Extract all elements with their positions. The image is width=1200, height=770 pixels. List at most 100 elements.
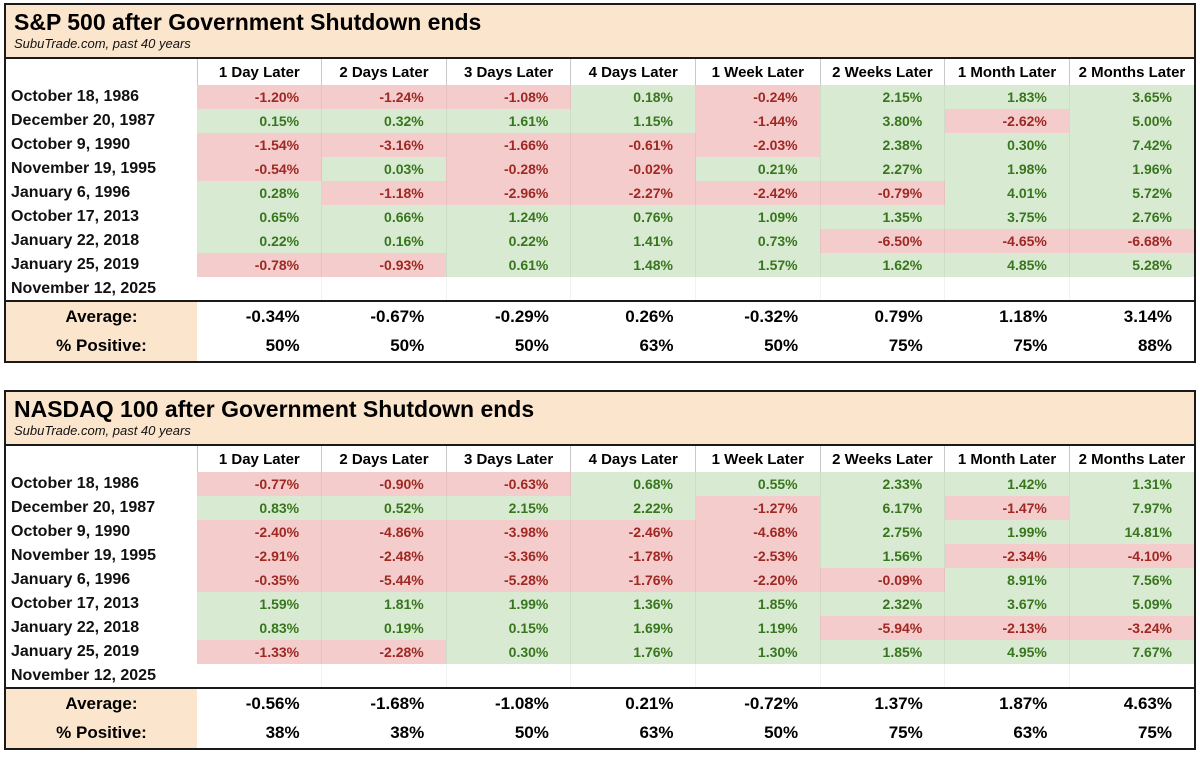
percent-positive-value: 75% xyxy=(820,331,945,361)
return-cell xyxy=(197,277,323,301)
average-value: 1.18% xyxy=(944,300,1070,331)
row-label-header xyxy=(6,446,198,472)
return-cell: -4.10% xyxy=(1069,544,1194,568)
data-row: October 9, 1990 -1.54% -3.16% -1.66% -0.61% -… xyxy=(6,133,1194,157)
return-cell: 1.09% xyxy=(695,205,821,229)
average-value: -0.32% xyxy=(695,300,821,331)
return-cell: 0.68% xyxy=(570,472,696,496)
return-cell: -0.61% xyxy=(570,133,696,157)
return-cell xyxy=(446,664,572,688)
column-header: 1 Week Later xyxy=(695,446,821,472)
return-cell: -0.77% xyxy=(197,472,323,496)
table-title: NASDAQ 100 after Government Shutdown end… xyxy=(14,396,535,422)
column-header: 1 Month Later xyxy=(944,59,1070,85)
return-cell: 1.61% xyxy=(446,109,572,133)
percent-positive-row: % Positive: 50% 50% 50% 63% 50% 75% 75% 88% xyxy=(6,331,1194,361)
column-header: 1 Day Later xyxy=(197,59,323,85)
return-cell xyxy=(944,277,1070,301)
return-cell: 0.65% xyxy=(197,205,323,229)
return-cell: -2.62% xyxy=(944,109,1070,133)
return-cell: 1.30% xyxy=(695,640,821,664)
row-date: October 18, 1986 xyxy=(6,85,197,109)
row-date: October 17, 2013 xyxy=(6,205,197,229)
return-cell: 7.97% xyxy=(1069,496,1194,520)
percent-positive-value: 63% xyxy=(570,718,696,748)
return-cell: -1.44% xyxy=(695,109,821,133)
return-cell: -1.66% xyxy=(446,133,572,157)
data-row: October 18, 1986 -1.20% -1.24% -1.08% 0.18% -… xyxy=(6,85,1194,109)
return-cell: -2.40% xyxy=(197,520,323,544)
data-row: January 25, 2019 -0.78% -0.93% 0.61% 1.48% 1.… xyxy=(6,253,1194,277)
return-cell: -2.28% xyxy=(321,640,447,664)
data-row: January 22, 2018 0.22% 0.16% 0.22% 1.41% 0.73… xyxy=(6,229,1194,253)
data-row: November 12, 2025 xyxy=(6,664,1194,688)
data-row: December 20, 1987 0.83% 0.52% 2.15% 2.22% -1.… xyxy=(6,496,1194,520)
column-header: 2 Days Later xyxy=(321,59,447,85)
return-cell: 3.80% xyxy=(820,109,946,133)
return-cell: -3.24% xyxy=(1069,616,1194,640)
return-cell: 0.19% xyxy=(321,616,447,640)
column-header: 3 Days Later xyxy=(446,446,572,472)
return-cell: 2.38% xyxy=(820,133,946,157)
return-cell: -1.18% xyxy=(321,181,447,205)
return-cell: -0.63% xyxy=(446,472,572,496)
return-cell: 4.01% xyxy=(944,181,1070,205)
return-cell: 0.21% xyxy=(695,157,821,181)
return-cell: 0.83% xyxy=(197,616,323,640)
percent-positive-row: % Positive: 38% 38% 50% 63% 50% 75% 63% 75% xyxy=(6,718,1194,748)
return-cell: 0.61% xyxy=(446,253,572,277)
return-cell: 2.76% xyxy=(1069,205,1194,229)
percent-positive-value: 50% xyxy=(695,331,821,361)
percent-positive-value: 50% xyxy=(446,718,571,748)
average-value: 0.21% xyxy=(570,687,696,718)
return-cell: 1.99% xyxy=(446,592,572,616)
return-cell: -0.09% xyxy=(820,568,946,592)
column-header-row: 1 Day Later 2 Days Later 3 Days Later 4 Day… xyxy=(6,446,1194,472)
return-cell: 4.85% xyxy=(944,253,1070,277)
column-header: 4 Days Later xyxy=(570,59,696,85)
percent-positive-value: 88% xyxy=(1069,331,1194,361)
return-cell: -1.20% xyxy=(197,85,323,109)
return-cell: -5.28% xyxy=(446,568,572,592)
return-cell xyxy=(321,664,447,688)
column-header: 2 Weeks Later xyxy=(820,446,946,472)
return-cell: 1.41% xyxy=(570,229,696,253)
percent-positive-value: 75% xyxy=(1069,718,1194,748)
return-cell: 3.75% xyxy=(944,205,1070,229)
return-cell: -2.20% xyxy=(695,568,821,592)
percent-positive-value: 63% xyxy=(944,718,1070,748)
average-value: -1.68% xyxy=(321,687,447,718)
sp500-returns-table: 1 Day Later 2 Days Later 3 Days Later 4 Day… xyxy=(6,59,1194,361)
row-date: November 19, 1995 xyxy=(6,157,197,181)
return-cell: -2.48% xyxy=(321,544,447,568)
return-cell: -6.68% xyxy=(1069,229,1194,253)
return-cell: 0.22% xyxy=(446,229,572,253)
return-cell: 2.75% xyxy=(820,520,946,544)
row-date: November 12, 2025 xyxy=(6,664,197,688)
return-cell: 0.16% xyxy=(321,229,447,253)
return-cell: -0.78% xyxy=(197,253,323,277)
row-date: October 18, 1986 xyxy=(6,472,197,496)
average-value: -0.72% xyxy=(695,687,821,718)
return-cell: 1.48% xyxy=(570,253,696,277)
return-cell: -4.68% xyxy=(695,520,821,544)
nasdaq100-banner: NASDAQ 100 after Government Shutdown end… xyxy=(6,392,1194,446)
row-date: October 17, 2013 xyxy=(6,592,197,616)
percent-positive-value: 50% xyxy=(321,331,447,361)
row-date: December 20, 1987 xyxy=(6,109,197,133)
column-header: 1 Day Later xyxy=(197,446,323,472)
return-cell xyxy=(820,277,946,301)
row-date: January 6, 1996 xyxy=(6,181,197,205)
return-cell: 1.62% xyxy=(820,253,946,277)
percent-positive-value: 75% xyxy=(944,331,1070,361)
row-date: November 19, 1995 xyxy=(6,544,197,568)
row-date: January 22, 2018 xyxy=(6,229,197,253)
return-cell: 2.27% xyxy=(820,157,946,181)
return-cell: 1.57% xyxy=(695,253,821,277)
return-cell: -0.35% xyxy=(197,568,323,592)
percent-positive-value: 50% xyxy=(695,718,821,748)
percent-positive-value: 50% xyxy=(197,331,322,361)
return-cell: 1.98% xyxy=(944,157,1070,181)
column-header-row: 1 Day Later 2 Days Later 3 Days Later 4 Day… xyxy=(6,59,1194,85)
return-cell: 0.83% xyxy=(197,496,323,520)
